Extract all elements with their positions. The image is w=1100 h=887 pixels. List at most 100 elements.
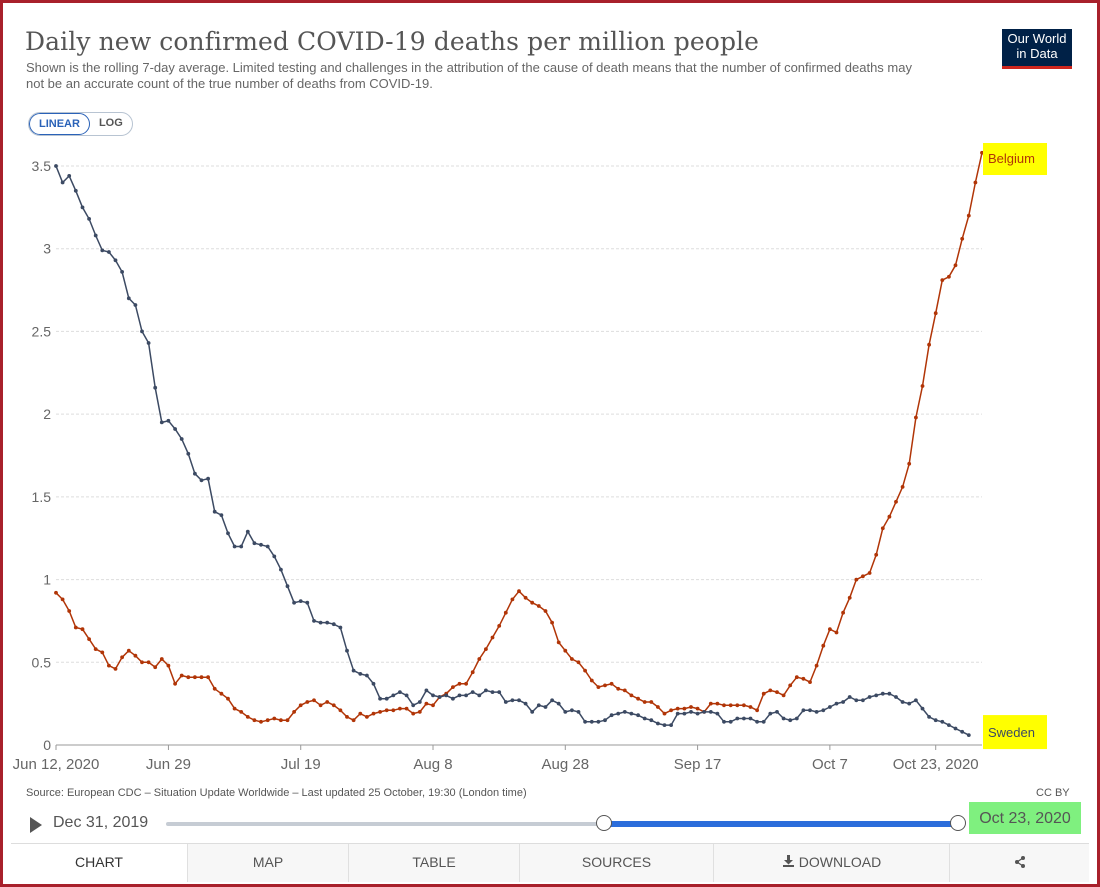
data-point-sweden	[708, 710, 713, 714]
tab-chart[interactable]: CHART	[11, 844, 187, 882]
data-point-sweden	[874, 693, 879, 698]
data-point-sweden	[126, 296, 131, 301]
data-point-sweden	[523, 701, 528, 706]
data-point-sweden	[219, 513, 224, 517]
data-point-belgium	[861, 574, 865, 579]
line-chart[interactable]: 0 0.5 1 1.5 2 2.5 3 3.5 Jun 12, 2020 Jun 29 Jul 19…	[3, 143, 1100, 783]
data-point-belgium	[424, 701, 429, 706]
data-point-sweden	[272, 554, 277, 559]
data-point-belgium	[107, 663, 111, 668]
data-point-belgium	[603, 683, 607, 688]
data-point-sweden	[351, 668, 356, 673]
data-point-belgium	[794, 675, 799, 680]
linear-scale-button[interactable]: LINEAR	[29, 113, 90, 135]
data-point-belgium	[166, 663, 171, 668]
data-point-belgium	[365, 715, 369, 719]
data-point-belgium	[735, 703, 740, 708]
data-point-sweden	[252, 541, 257, 546]
data-point-sweden	[325, 620, 330, 625]
timeline-end-handle[interactable]	[950, 815, 966, 831]
data-point-sweden	[636, 713, 640, 718]
data-point-belgium	[384, 708, 389, 713]
data-point-belgium	[503, 610, 508, 615]
x-tick-label: Oct 7	[812, 756, 848, 773]
data-point-sweden	[695, 711, 700, 716]
data-point-sweden	[159, 420, 164, 425]
tab-table[interactable]: TABLE	[348, 844, 519, 882]
data-point-sweden	[140, 329, 144, 334]
play-icon[interactable]	[30, 817, 42, 833]
data-point-sweden	[245, 529, 250, 534]
data-point-belgium	[622, 688, 627, 693]
timeline-selected-range[interactable]	[604, 821, 958, 827]
data-point-sweden	[477, 693, 482, 698]
data-point-belgium	[788, 683, 793, 688]
data-point-belgium	[828, 627, 832, 632]
data-point-belgium	[563, 648, 568, 653]
data-point-belgium	[179, 673, 184, 678]
data-point-belgium	[451, 685, 455, 689]
data-point-sweden	[113, 258, 118, 263]
data-point-belgium	[371, 711, 376, 716]
data-point-sweden	[735, 716, 740, 721]
data-point-belgium	[900, 485, 905, 489]
data-point-sweden	[966, 733, 971, 737]
data-point-sweden	[404, 693, 409, 698]
data-point-sweden	[530, 710, 535, 714]
data-point-belgium	[60, 597, 65, 602]
data-point-belgium	[484, 647, 488, 651]
data-point-sweden	[226, 531, 230, 536]
data-point-belgium	[748, 705, 753, 709]
tab-share[interactable]	[949, 844, 1089, 882]
data-point-belgium	[781, 693, 786, 698]
data-point-sweden	[583, 719, 587, 724]
data-point-sweden	[345, 648, 349, 653]
data-point-sweden	[656, 721, 660, 726]
y-tick-label: 1.5	[32, 489, 52, 505]
y-tick-label: 2.5	[32, 323, 52, 339]
timeline-start-handle[interactable]	[596, 815, 612, 831]
timeline-track[interactable]	[166, 822, 604, 826]
data-point-belgium	[477, 657, 482, 661]
data-point-belgium	[768, 688, 773, 693]
data-point-sweden	[312, 619, 316, 623]
series-belgium[interactable]	[54, 150, 984, 724]
data-point-sweden	[265, 544, 270, 549]
data-point-belgium	[391, 708, 396, 713]
data-point-belgium	[159, 657, 164, 661]
data-point-belgium	[252, 718, 257, 723]
data-point-sweden	[887, 691, 892, 696]
license-link[interactable]: CC BY	[1036, 787, 1070, 799]
owid-logo[interactable]: Our World in Data	[1002, 29, 1072, 69]
data-point-belgium	[755, 708, 759, 713]
data-point-sweden	[193, 471, 197, 476]
data-point-sweden	[801, 708, 806, 713]
y-tick-label: 0.5	[32, 654, 52, 670]
data-point-belgium	[847, 595, 852, 600]
data-point-sweden	[212, 509, 217, 514]
data-point-sweden	[662, 723, 667, 727]
data-point-belgium	[133, 653, 138, 658]
data-point-sweden	[808, 708, 812, 713]
data-point-sweden	[146, 341, 151, 345]
y-tick-label: 2	[43, 406, 51, 422]
data-point-belgium	[636, 696, 640, 701]
tab-sources[interactable]: SOURCES	[519, 844, 713, 882]
data-point-belgium	[874, 552, 879, 557]
data-point-sweden	[87, 217, 91, 221]
data-point-sweden	[457, 693, 462, 698]
download-icon	[782, 845, 795, 881]
series-sweden[interactable]	[54, 164, 971, 737]
series-line-belgium	[55, 152, 983, 723]
data-point-sweden	[748, 716, 753, 721]
logo-line-2: in Data	[1016, 46, 1058, 61]
data-point-belgium	[378, 710, 382, 714]
log-scale-button[interactable]: LOG	[98, 117, 123, 129]
data-point-sweden	[490, 690, 495, 694]
tab-download[interactable]: DOWNLOAD	[713, 844, 949, 882]
y-tick-label: 3	[43, 241, 51, 257]
scale-toggle: LINEAR LOG	[28, 112, 133, 136]
tab-map[interactable]: MAP	[187, 844, 348, 882]
data-point-belgium	[497, 624, 502, 628]
data-point-sweden	[609, 713, 614, 718]
